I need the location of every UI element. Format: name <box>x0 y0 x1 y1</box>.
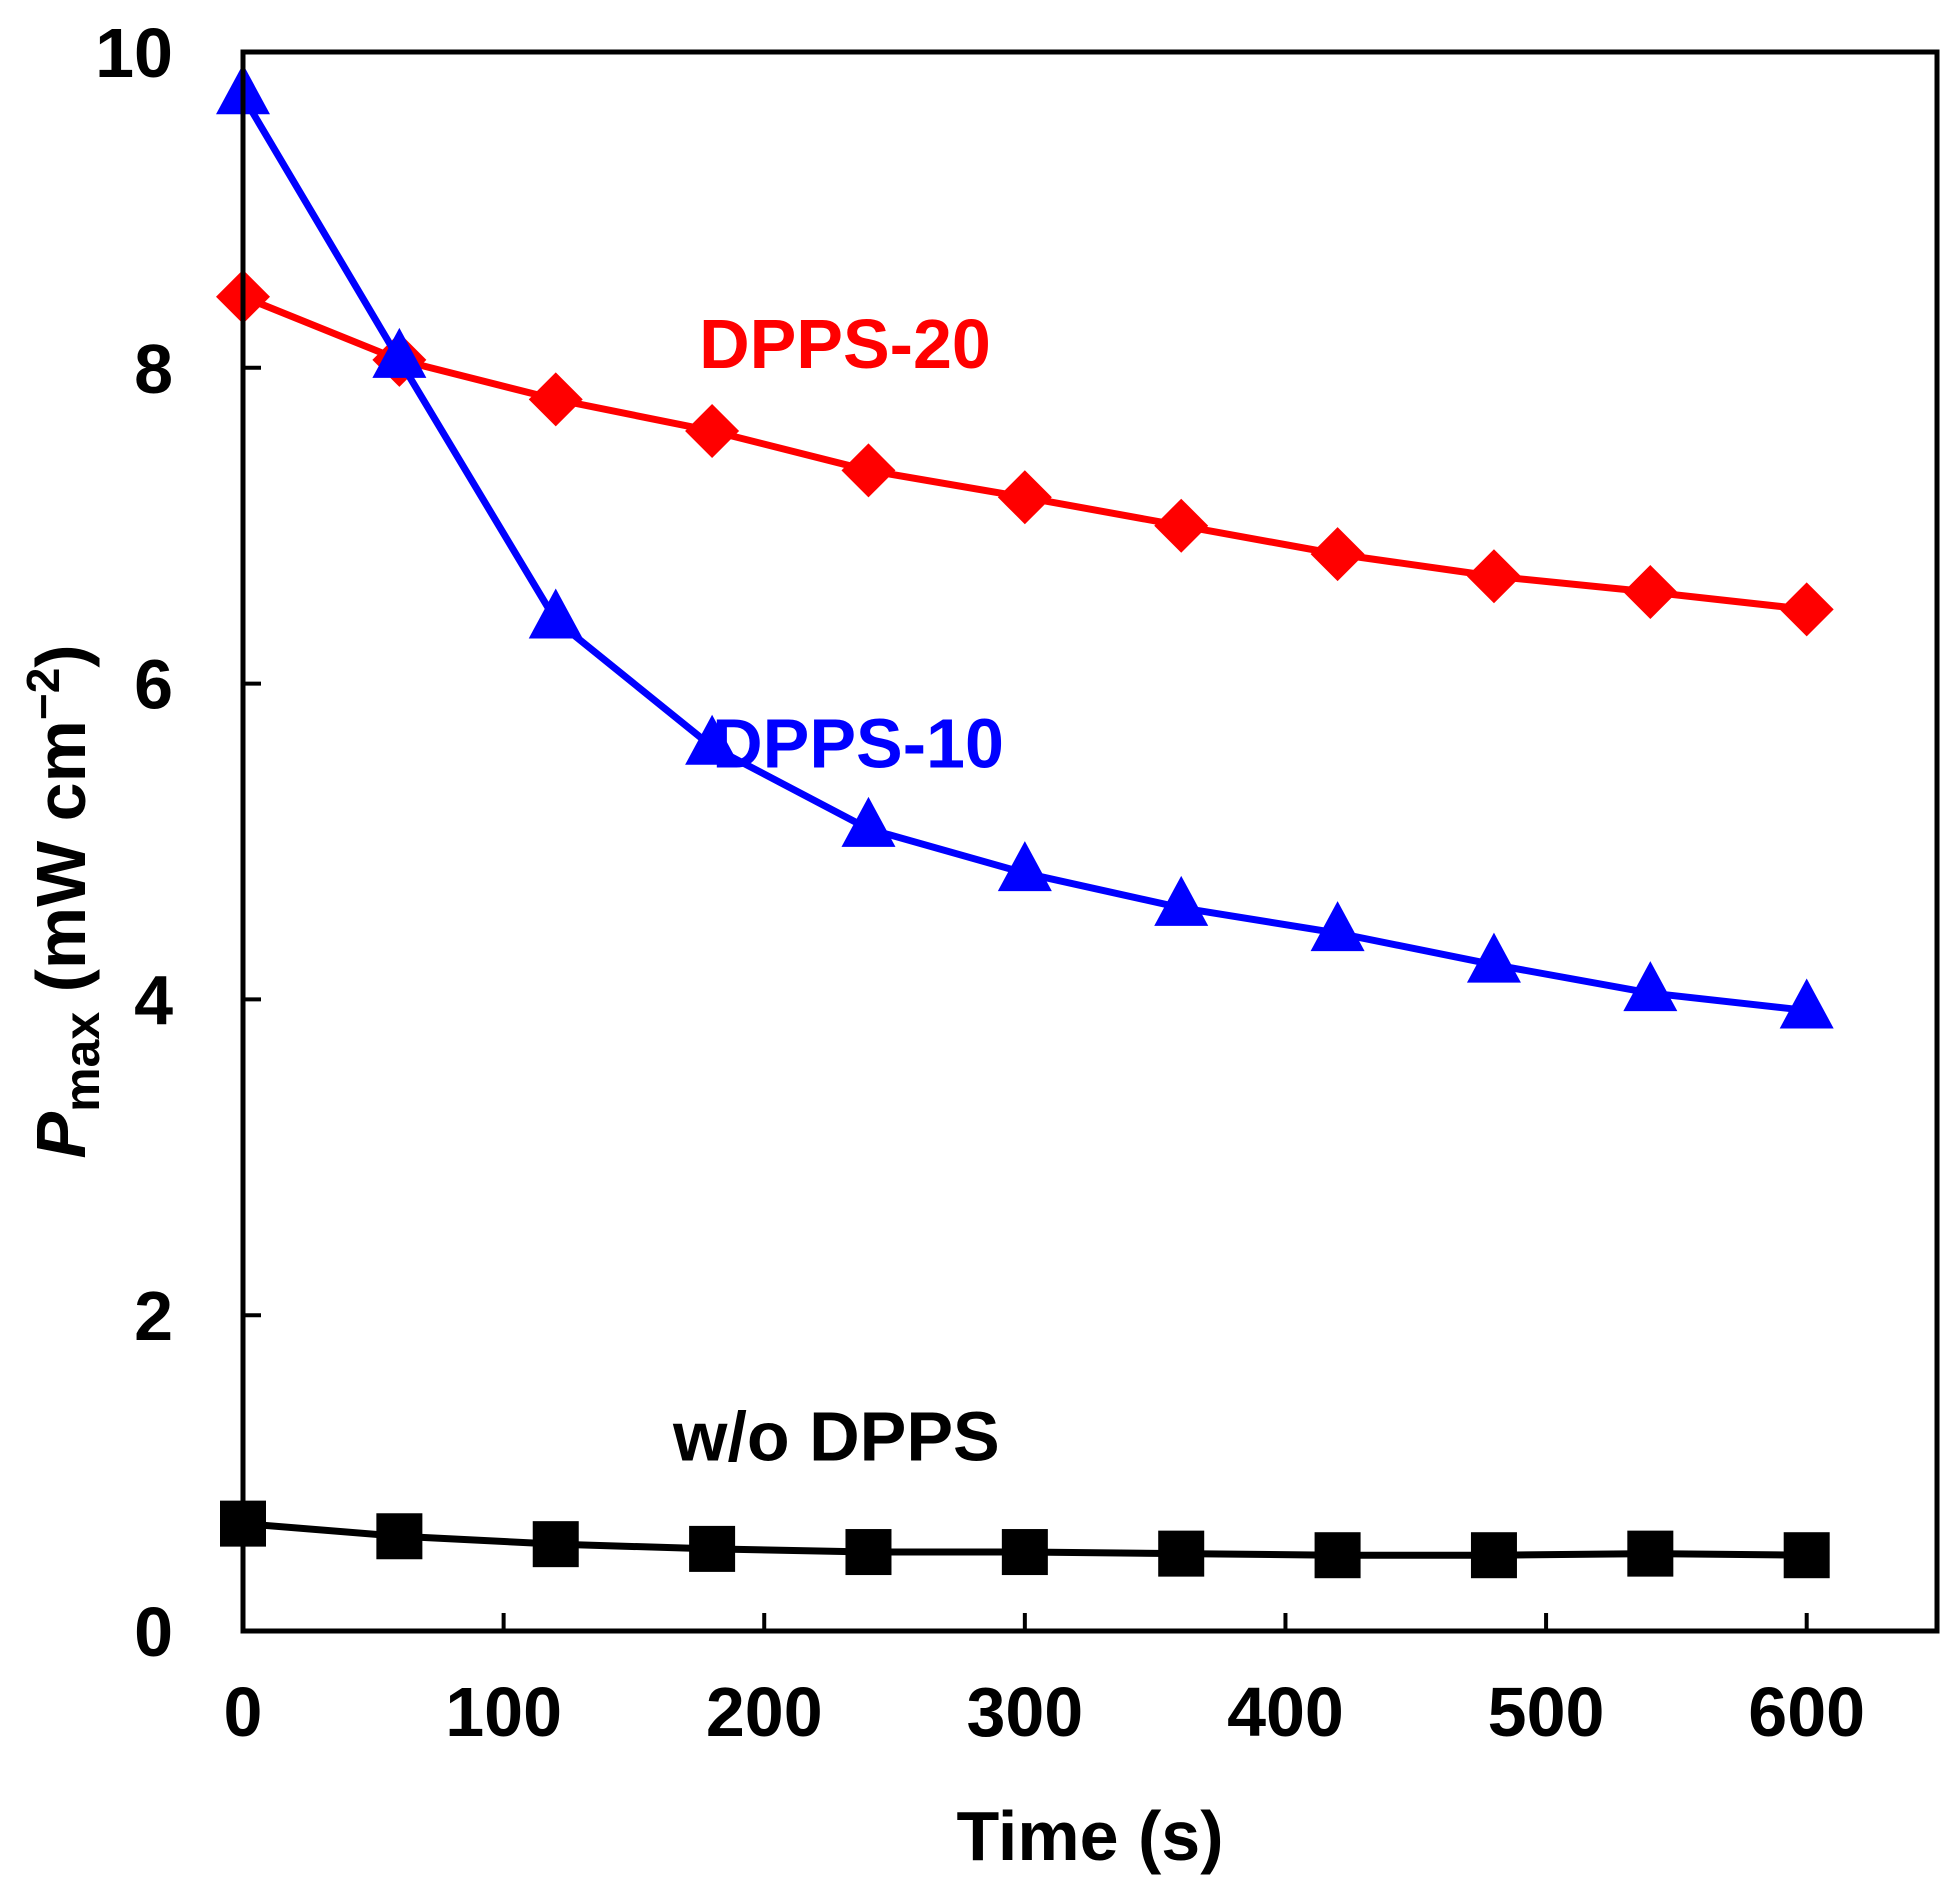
series-dpps-20 <box>216 269 1834 637</box>
data-point-dpps-20-3 <box>685 403 740 458</box>
x-tick-label-4: 400 <box>1227 1673 1344 1751</box>
series-dpps-10 <box>216 64 1834 1029</box>
data-point-w-o-dpps-5 <box>1001 1529 1048 1576</box>
y-tick-label-4: 8 <box>134 330 173 408</box>
x-tick-label-5: 500 <box>1488 1673 1605 1751</box>
y-tick-label-1: 2 <box>134 1277 173 1355</box>
x-tick-label-0: 0 <box>224 1673 263 1751</box>
y-axis-unit-close: ) <box>22 644 100 667</box>
y-tick-label-3: 6 <box>134 646 173 724</box>
series-label-w-o-dpps: w/o DPPS <box>672 1397 1000 1475</box>
y-axis-symbol: P <box>22 1112 100 1159</box>
x-axis-title: Time (s) <box>956 1797 1223 1875</box>
data-point-dpps-10-1 <box>372 327 427 378</box>
data-point-dpps-10-8 <box>1466 932 1521 983</box>
x-tick-label-2: 200 <box>706 1673 823 1751</box>
series-layer <box>216 64 1834 1579</box>
series-label-dpps-10: DPPS-10 <box>712 704 1004 782</box>
data-point-w-o-dpps-8 <box>1470 1532 1517 1579</box>
ticks-layer: 0 100 200 300 400 500 600 0 2 4 6 8 10 <box>95 14 1865 1751</box>
series-label-dpps-20: DPPS-20 <box>699 305 991 383</box>
data-point-dpps-20-2 <box>528 372 583 427</box>
data-point-dpps-10-5 <box>997 841 1052 892</box>
data-point-w-o-dpps-1 <box>376 1513 423 1560</box>
series-w-o-dpps <box>220 1500 1830 1579</box>
data-point-dpps-20-7 <box>1310 527 1365 582</box>
data-point-dpps-10-6 <box>1154 875 1209 926</box>
y-tick-label-5: 10 <box>95 14 173 92</box>
x-tick-label-6: 600 <box>1748 1673 1865 1751</box>
data-point-dpps-10-7 <box>1310 901 1365 952</box>
y-axis-subscript: max <box>54 1012 110 1112</box>
data-point-w-o-dpps-4 <box>845 1529 892 1576</box>
data-point-dpps-20-8 <box>1466 549 1521 604</box>
data-point-dpps-10-9 <box>1623 961 1678 1012</box>
data-point-dpps-20-10 <box>1779 582 1834 637</box>
data-point-w-o-dpps-10 <box>1783 1532 1830 1579</box>
data-point-w-o-dpps-2 <box>532 1521 579 1568</box>
data-point-w-o-dpps-7 <box>1314 1532 1361 1579</box>
y-axis-unit-open: (mW cm <box>22 720 100 1012</box>
data-point-dpps-20-6 <box>1154 498 1209 553</box>
series-labels: DPPS-20 DPPS-10 w/o DPPS <box>672 305 1004 1476</box>
data-point-dpps-10-4 <box>841 796 896 847</box>
y-axis-unit-exponent: −2 <box>17 668 69 720</box>
x-tick-label-3: 300 <box>966 1673 1083 1751</box>
plot-frame <box>240 49 1940 1634</box>
data-point-dpps-10-10 <box>1779 978 1834 1029</box>
series-line-dpps-20 <box>241 293 1808 613</box>
data-point-w-o-dpps-9 <box>1627 1530 1674 1577</box>
y-axis-title: Pmax (mW cm−2) <box>17 644 110 1158</box>
data-point-dpps-20-9 <box>1623 565 1678 620</box>
data-point-w-o-dpps-3 <box>689 1525 736 1572</box>
data-point-w-o-dpps-6 <box>1158 1530 1205 1577</box>
y-tick-label-0: 0 <box>134 1593 173 1671</box>
data-point-dpps-20-5 <box>997 470 1052 525</box>
data-point-dpps-20-4 <box>841 443 896 498</box>
data-point-dpps-10-3 <box>685 714 740 765</box>
x-tick-label-1: 100 <box>445 1673 562 1751</box>
data-point-dpps-10-2 <box>528 588 583 639</box>
y-tick-label-2: 4 <box>134 961 173 1039</box>
